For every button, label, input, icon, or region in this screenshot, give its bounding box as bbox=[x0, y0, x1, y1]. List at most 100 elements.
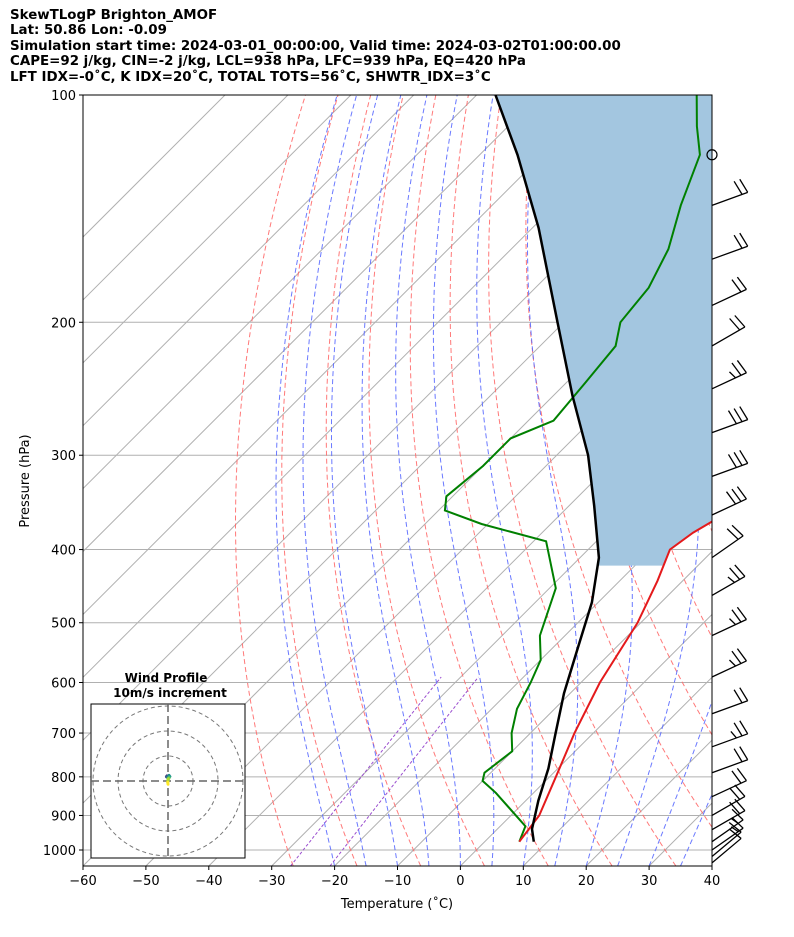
barb-flag bbox=[736, 767, 747, 782]
moist-adiabat-line bbox=[744, 78, 794, 866]
wind-barb bbox=[711, 315, 746, 347]
dry-adiabat-line bbox=[409, 95, 549, 866]
barb-flag bbox=[729, 618, 737, 626]
barb-flag bbox=[731, 279, 742, 293]
wind-barb bbox=[711, 486, 747, 516]
isotherm-line bbox=[83, 95, 415, 427]
stability-indices-1: CAPE=92 j/kg, CIN=-2 j/kg, LCL=938 hPa, … bbox=[10, 54, 526, 70]
barb-flag bbox=[736, 276, 747, 290]
dewpoint-line bbox=[443, 95, 701, 843]
barb-flag bbox=[736, 606, 747, 620]
barb-flag bbox=[730, 731, 737, 739]
wind-barb bbox=[711, 606, 747, 637]
x-tick-label: −20 bbox=[321, 874, 348, 889]
barb-flag bbox=[728, 828, 742, 839]
wind-barb bbox=[711, 648, 747, 678]
hodograph-inset: Wind Profile 10m/s increment bbox=[90, 671, 246, 859]
mixing-ratio-line bbox=[329, 676, 479, 866]
barb-flag bbox=[739, 178, 749, 193]
y-tick-label: 100 bbox=[51, 89, 76, 104]
barb-flag bbox=[733, 180, 743, 195]
dry-adiabat-line bbox=[235, 95, 307, 866]
y-tick-label: 500 bbox=[51, 617, 76, 632]
barb-flag bbox=[734, 315, 746, 328]
x-tick-label: −60 bbox=[69, 874, 96, 889]
wind-barb bbox=[711, 687, 749, 715]
wind-barb bbox=[711, 178, 749, 206]
dry-adiabat-line bbox=[728, 84, 794, 866]
wind-barb bbox=[711, 828, 742, 864]
barb-staff bbox=[711, 498, 747, 516]
barb-staff bbox=[711, 245, 748, 260]
x-tick-label: 0 bbox=[456, 874, 464, 889]
barb-flag bbox=[733, 689, 743, 704]
x-tick-label: −30 bbox=[258, 874, 285, 889]
barb-staff bbox=[711, 700, 748, 715]
barb-flag bbox=[731, 817, 744, 829]
dry-adiabat-line bbox=[325, 95, 422, 866]
isotherm-line bbox=[460, 613, 712, 866]
barb-flag bbox=[734, 784, 746, 797]
isotherm-line bbox=[83, 95, 540, 553]
wind-barb bbox=[711, 784, 746, 817]
moist-adiabat-line bbox=[527, 95, 579, 866]
barb-flag bbox=[739, 232, 749, 247]
barb-flag bbox=[729, 801, 741, 815]
barb-flag bbox=[733, 748, 743, 763]
x-tick-label: 40 bbox=[704, 874, 721, 889]
barb-flag bbox=[736, 648, 747, 662]
wind-barb bbox=[711, 767, 747, 798]
barb-flag bbox=[729, 318, 741, 331]
moist-adiabat-line bbox=[302, 95, 367, 866]
moist-adiabat-line bbox=[680, 793, 712, 866]
moist-adiabat-line bbox=[585, 95, 633, 866]
barb-flag bbox=[736, 360, 747, 374]
dry-adiabat-line bbox=[488, 95, 677, 866]
barb-flag bbox=[734, 798, 746, 812]
barb-staff bbox=[711, 810, 746, 831]
y-tick-label: 600 bbox=[51, 677, 76, 692]
isotherm-line bbox=[334, 487, 712, 866]
barb-flag bbox=[731, 524, 744, 537]
isotherm-line bbox=[397, 550, 712, 866]
wind-barb bbox=[711, 276, 747, 307]
barb-flag bbox=[729, 659, 737, 667]
barb-flag bbox=[731, 770, 742, 784]
moist-adiabat-line bbox=[476, 95, 533, 866]
barb-flag bbox=[731, 362, 742, 376]
barb-flag bbox=[728, 821, 742, 833]
isotherm-line bbox=[83, 95, 226, 238]
dry-adiabat-line bbox=[281, 95, 358, 866]
barb-flag bbox=[736, 486, 747, 500]
moist-adiabat-line bbox=[361, 95, 430, 866]
barb-flag bbox=[729, 371, 737, 379]
x-tick-label: −10 bbox=[384, 874, 411, 889]
wind-barb bbox=[711, 746, 749, 774]
barb-staff bbox=[711, 837, 742, 864]
wind-barb bbox=[711, 232, 749, 260]
y-tick-label: 1000 bbox=[43, 844, 76, 859]
x-tick-label: 10 bbox=[515, 874, 532, 889]
y-tick-label: 800 bbox=[51, 771, 76, 786]
barb-staff bbox=[711, 535, 744, 559]
dry-adiabat-line bbox=[368, 95, 485, 866]
y-tick-label: 700 bbox=[51, 727, 76, 742]
barb-staff bbox=[711, 462, 748, 478]
y-tick-label: 900 bbox=[51, 809, 76, 824]
wind-barb bbox=[711, 798, 746, 831]
station-coordinates: Lat: 50.86 Lon: -0.09 bbox=[10, 23, 167, 39]
isotherm-line bbox=[711, 865, 712, 866]
moist-adiabat-line bbox=[395, 95, 461, 866]
barb-flag bbox=[731, 808, 744, 821]
barb-staff bbox=[711, 759, 748, 774]
barb-flag bbox=[734, 564, 746, 577]
hodograph-title: Wind Profile bbox=[125, 671, 208, 685]
chart-header: SkewTLogP Brighton_AMOF Lat: 50.86 Lon: … bbox=[10, 8, 621, 85]
barb-flag bbox=[739, 406, 749, 420]
barb-staff bbox=[711, 191, 748, 206]
y-axis-label: Pressure (hPa) bbox=[18, 434, 33, 527]
wind-barb bbox=[711, 564, 746, 596]
mixing-ratio-lines bbox=[290, 676, 479, 866]
barb-flag bbox=[739, 746, 749, 761]
